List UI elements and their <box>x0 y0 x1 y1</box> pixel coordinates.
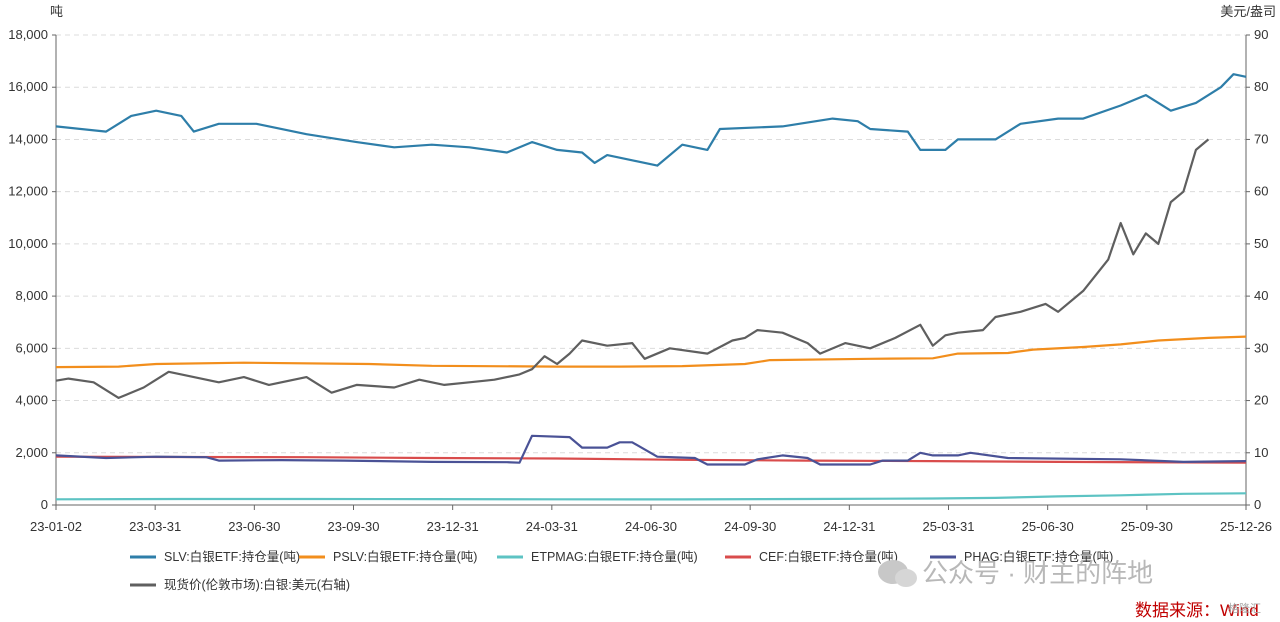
grid-lines <box>56 34 1246 454</box>
x-tick-label: 25-03-31 <box>922 519 974 534</box>
left-tick-label: 4,000 <box>15 393 48 408</box>
x-tick-label: 23-12-31 <box>427 519 479 534</box>
right-tick-label: 40 <box>1254 288 1268 303</box>
series-line-3 <box>55 455 1247 464</box>
legend-label: CEF:白银ETF:持仓量(吨) <box>759 549 898 564</box>
axes: 0 2,000 4,000 6,000 8,000 10,000 12,000 14,000 1… <box>8 27 1272 534</box>
right-tick-label: 50 <box>1254 236 1268 251</box>
series-line-2 <box>55 492 1247 501</box>
legend-item[interactable]: PSLV:白银ETF:持仓量(吨) <box>299 549 477 564</box>
legend-item[interactable]: CEF:白银ETF:持仓量(吨) <box>725 549 898 564</box>
left-tick-label: 6,000 <box>15 340 48 355</box>
x-tick-label: 24-06-30 <box>625 519 677 534</box>
watermark-small: 格隆汇 <box>1228 601 1261 615</box>
left-tick-label: 8,000 <box>15 288 48 303</box>
right-tick-label: 90 <box>1254 27 1268 42</box>
right-tick-label: 10 <box>1254 445 1268 460</box>
right-tick-label: 70 <box>1254 131 1268 146</box>
x-tick-label: 24-09-30 <box>724 519 776 534</box>
x-tick-label: 25-06-30 <box>1022 519 1074 534</box>
left-tick-label: 0 <box>41 497 48 512</box>
legend-item[interactable]: PHAG:白银ETF:持仓量(吨) <box>930 549 1113 564</box>
right-tick-label: 80 <box>1254 79 1268 94</box>
legend-item[interactable]: 现货价(伦敦市场):白银:美元(右轴) <box>130 577 350 592</box>
x-tick-label: 23-09-30 <box>327 519 379 534</box>
left-tick-label: 12,000 <box>8 184 48 199</box>
left-axis-unit: 吨 <box>50 4 63 19</box>
series-line-1 <box>55 335 1247 369</box>
source-label: 数据来源：Wind <box>1135 601 1259 620</box>
legend-label: ETPMAG:白银ETF:持仓量(吨) <box>531 549 698 564</box>
left-tick-label: 18,000 <box>8 27 48 42</box>
legend-label: SLV:白银ETF:持仓量(吨) <box>164 549 300 564</box>
legend-item[interactable]: SLV:白银ETF:持仓量(吨) <box>130 549 300 564</box>
series-line-4 <box>55 434 1247 466</box>
plot-area <box>55 73 1247 501</box>
x-tick-label: 23-03-31 <box>129 519 181 534</box>
x-tick-label: 23-01-02 <box>30 519 82 534</box>
series-line-0 <box>55 73 1247 167</box>
watermark-logo <box>878 560 917 587</box>
series-line-5 <box>55 138 1210 399</box>
right-tick-label: 0 <box>1254 497 1261 512</box>
right-tick-label: 30 <box>1254 340 1268 355</box>
left-tick-label: 14,000 <box>8 131 48 146</box>
legend-label: 现货价(伦敦市场):白银:美元(右轴) <box>164 577 350 592</box>
left-tick-label: 10,000 <box>8 236 48 251</box>
legend-item[interactable]: ETPMAG:白银ETF:持仓量(吨) <box>497 549 698 564</box>
legend-label: PSLV:白银ETF:持仓量(吨) <box>333 549 477 564</box>
right-axis-unit: 美元/盎司 <box>1220 4 1276 19</box>
watermark-text: 公众号 · 财主的阵地 <box>922 558 1153 588</box>
x-tick-label: 24-12-31 <box>823 519 875 534</box>
left-tick-label: 2,000 <box>15 445 48 460</box>
x-tick-label: 23-06-30 <box>228 519 280 534</box>
x-tick-label: 24-03-31 <box>526 519 578 534</box>
x-tick-label: 25-09-30 <box>1121 519 1173 534</box>
legend: SLV:白银ETF:持仓量(吨) PSLV:白银ETF:持仓量(吨) ETPMAG:… <box>130 549 1113 592</box>
x-tick-label: 25-12-26 <box>1220 519 1272 534</box>
right-tick-label: 60 <box>1254 184 1268 199</box>
right-tick-label: 20 <box>1254 393 1268 408</box>
legend-label: PHAG:白银ETF:持仓量(吨) <box>964 549 1113 564</box>
left-tick-label: 16,000 <box>8 79 48 94</box>
